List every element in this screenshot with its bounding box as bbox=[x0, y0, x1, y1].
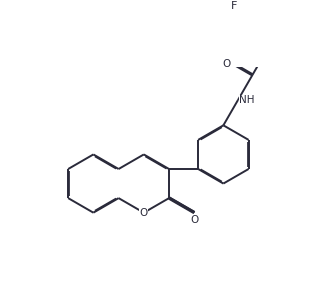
Text: F: F bbox=[231, 1, 237, 11]
Text: O: O bbox=[140, 208, 148, 218]
Text: NH: NH bbox=[239, 95, 255, 105]
Text: O: O bbox=[222, 59, 231, 69]
Text: O: O bbox=[190, 215, 198, 225]
